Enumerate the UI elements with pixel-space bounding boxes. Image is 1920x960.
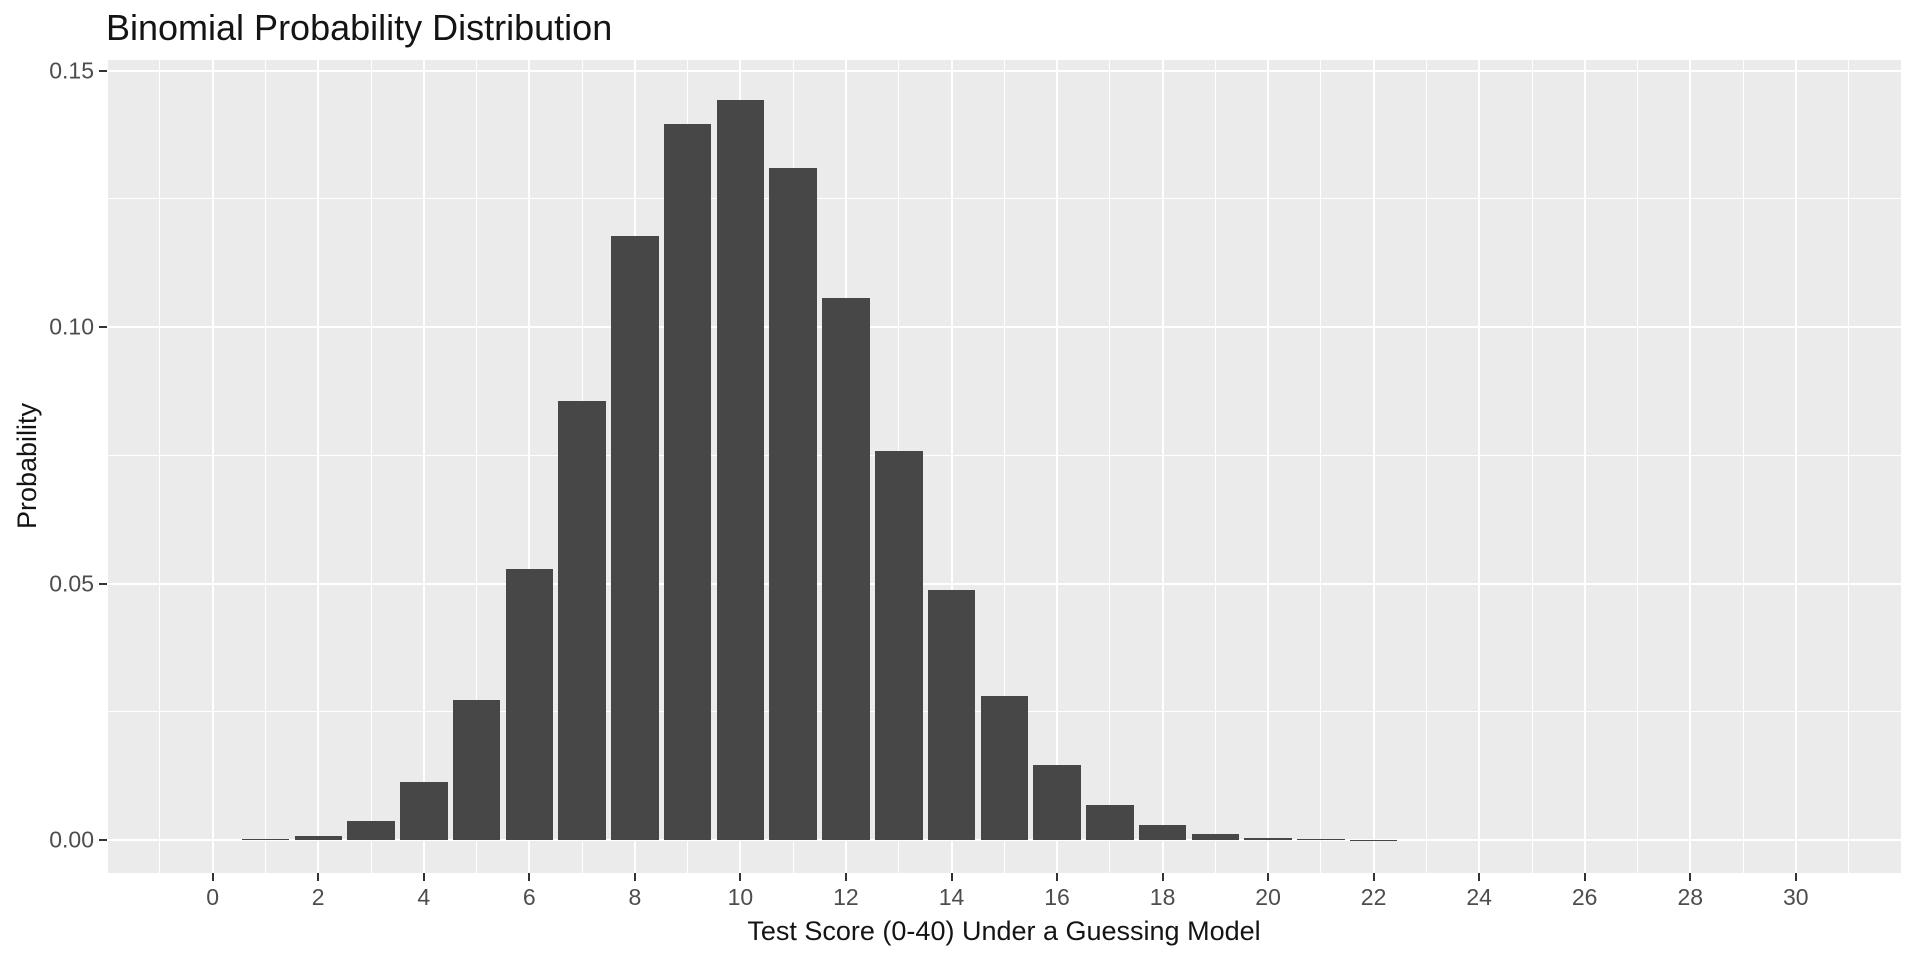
major-gridline-x xyxy=(1267,60,1270,873)
x-axis-tick xyxy=(633,873,636,881)
bar xyxy=(1297,839,1345,840)
x-axis-tick xyxy=(1689,873,1692,881)
x-axis-tick-label: 16 xyxy=(1044,884,1070,910)
x-axis-tick-label: 0 xyxy=(206,884,220,910)
minor-gridline-x xyxy=(476,60,478,873)
minor-gridline-x xyxy=(1003,60,1005,873)
bar xyxy=(1033,764,1081,840)
x-axis-tick xyxy=(1161,873,1164,881)
x-axis-tick xyxy=(1056,873,1058,881)
x-axis-tick-label: 22 xyxy=(1360,884,1387,910)
bar xyxy=(558,400,606,840)
major-gridline-x xyxy=(1794,60,1797,873)
x-axis-tick xyxy=(844,873,847,881)
x-axis-tick-label: 18 xyxy=(1149,884,1176,910)
x-axis-tick-label: 26 xyxy=(1571,884,1598,910)
bar xyxy=(663,124,712,840)
y-axis-tick-label: 0.05 xyxy=(49,570,94,596)
bar xyxy=(505,568,554,840)
major-gridline-y xyxy=(108,839,1901,841)
x-axis-tick-label: 6 xyxy=(522,884,536,910)
major-gridline-x xyxy=(422,60,425,873)
bar xyxy=(452,700,501,840)
bar xyxy=(769,167,817,840)
major-gridline-x xyxy=(528,60,531,873)
x-axis-tick xyxy=(739,873,742,881)
x-axis-tick-label: 24 xyxy=(1466,884,1492,910)
y-axis-tick xyxy=(99,582,107,585)
x-axis-tick xyxy=(950,873,953,881)
minor-gridline-x xyxy=(1637,60,1638,873)
y-axis-tick xyxy=(99,839,107,841)
minor-gridline-x xyxy=(1425,60,1427,873)
bar xyxy=(1086,804,1134,840)
bar xyxy=(400,781,448,840)
x-axis-tick-label: 8 xyxy=(628,884,642,910)
x-axis-tick xyxy=(1478,873,1481,881)
minor-gridline-x xyxy=(1531,60,1533,873)
bar xyxy=(1191,834,1240,840)
minor-gridline-x xyxy=(1214,60,1216,873)
major-gridline-x xyxy=(1689,60,1692,873)
major-gridline-x xyxy=(1583,60,1586,873)
x-axis-tick xyxy=(422,873,425,881)
x-axis-tick xyxy=(317,873,320,881)
minor-gridline-x xyxy=(1848,60,1850,873)
x-axis-tick-label: 4 xyxy=(417,884,431,910)
major-gridline-x xyxy=(1056,60,1058,873)
x-axis-tick xyxy=(1372,873,1375,881)
minor-gridline-x xyxy=(265,60,266,873)
x-axis-tick xyxy=(528,873,531,881)
major-gridline-x xyxy=(317,60,320,873)
x-axis-tick-label: 20 xyxy=(1255,884,1281,910)
bar xyxy=(875,451,923,840)
major-gridline-y xyxy=(108,69,1901,72)
y-axis-tick-label: 0.10 xyxy=(49,313,94,340)
x-axis-tick-label: 12 xyxy=(833,884,859,910)
y-axis-tick-label: 0.15 xyxy=(49,57,94,83)
bar xyxy=(980,695,1028,840)
major-gridline-x xyxy=(211,60,214,873)
bar xyxy=(1244,837,1292,840)
minor-gridline-x xyxy=(1742,60,1744,873)
major-gridline-y xyxy=(108,326,1901,328)
x-axis-tick-label: 10 xyxy=(727,884,754,910)
major-gridline-x xyxy=(1161,60,1164,873)
major-gridline-x xyxy=(1372,60,1375,873)
minor-gridline-x xyxy=(370,60,372,873)
x-axis-tick-label: 14 xyxy=(938,884,965,910)
minor-gridline-x xyxy=(159,60,161,873)
bar xyxy=(611,235,659,840)
bar xyxy=(716,100,765,840)
major-gridline-x xyxy=(1478,60,1481,873)
x-axis-tick-label: 2 xyxy=(311,884,325,910)
x-axis-tick-label: 28 xyxy=(1677,884,1704,910)
y-axis-tick xyxy=(99,326,107,328)
chart-title: Binomial Probability Distribution xyxy=(106,7,613,48)
major-gridline-x xyxy=(950,60,953,873)
x-axis-tick-label: 30 xyxy=(1783,884,1809,910)
y-axis-tick xyxy=(99,69,107,72)
y-axis-title: Probability xyxy=(12,402,42,530)
major-gridline-y xyxy=(108,582,1901,585)
x-axis-tick xyxy=(1794,873,1797,881)
bar xyxy=(241,839,290,840)
bar xyxy=(927,589,976,840)
minor-gridline-x xyxy=(1109,60,1111,873)
x-axis-tick xyxy=(1267,873,1270,881)
bar xyxy=(822,298,870,840)
bar xyxy=(294,835,342,840)
plot-panel xyxy=(108,60,1901,873)
x-axis-tick xyxy=(211,873,214,881)
bar xyxy=(347,821,395,840)
y-axis-tick-label: 0.00 xyxy=(49,826,94,853)
minor-gridline-x xyxy=(1320,60,1322,873)
bar xyxy=(1138,824,1187,840)
x-axis-title: Test Score (0-40) Under a Guessing Model xyxy=(747,916,1261,946)
x-axis-tick xyxy=(1583,873,1586,881)
